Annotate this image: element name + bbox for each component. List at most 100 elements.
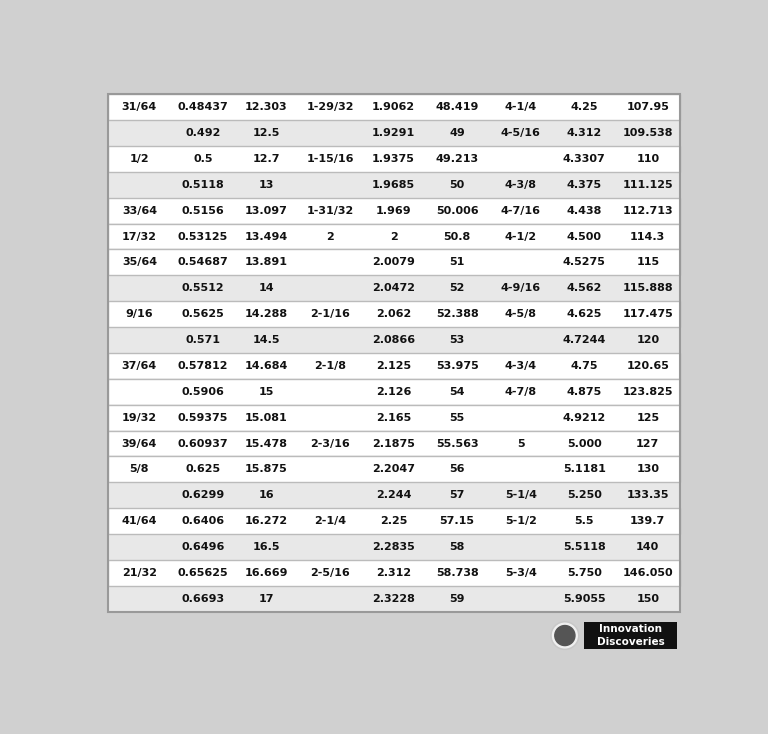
Text: 0.5: 0.5 [194, 154, 213, 164]
Text: 13.097: 13.097 [245, 206, 288, 216]
Circle shape [551, 622, 579, 650]
Bar [108, 379, 680, 404]
Text: 56: 56 [449, 465, 465, 474]
Text: 125: 125 [636, 413, 660, 423]
Text: 2.25: 2.25 [380, 516, 407, 526]
Text: 4.500: 4.500 [567, 231, 602, 241]
Text: 130: 130 [637, 465, 659, 474]
Text: 0.625: 0.625 [185, 465, 220, 474]
Text: 120.65: 120.65 [627, 361, 669, 371]
Bar [108, 275, 680, 301]
Text: 5.250: 5.250 [567, 490, 601, 501]
Text: 49: 49 [449, 128, 465, 138]
Text: 49.213: 49.213 [435, 154, 478, 164]
Text: 0.6406: 0.6406 [181, 516, 224, 526]
Text: 16.669: 16.669 [245, 568, 288, 578]
Text: 4.75: 4.75 [571, 361, 598, 371]
Text: 19/32: 19/32 [122, 413, 157, 423]
Bar [108, 457, 680, 482]
Text: 4.25: 4.25 [571, 102, 598, 112]
Text: 4-1/4: 4-1/4 [505, 102, 537, 112]
Text: 58.738: 58.738 [435, 568, 478, 578]
Text: 4.625: 4.625 [567, 309, 602, 319]
Text: 109.538: 109.538 [623, 128, 673, 138]
Text: 5.9055: 5.9055 [563, 594, 605, 604]
Text: 2.3228: 2.3228 [372, 594, 415, 604]
Text: 14.5: 14.5 [253, 335, 280, 345]
Text: 0.53125: 0.53125 [178, 231, 228, 241]
Text: 5.000: 5.000 [567, 438, 601, 448]
Text: 123.825: 123.825 [623, 387, 673, 397]
Text: 21/32: 21/32 [122, 568, 157, 578]
Text: 120: 120 [636, 335, 660, 345]
Text: 35/64: 35/64 [122, 258, 157, 267]
Text: 59: 59 [449, 594, 465, 604]
Bar [108, 120, 680, 146]
Text: 0.65625: 0.65625 [177, 568, 228, 578]
Bar [108, 586, 680, 611]
Text: 5-1/4: 5-1/4 [505, 490, 537, 501]
Text: 133.35: 133.35 [627, 490, 669, 501]
Text: 14.684: 14.684 [245, 361, 288, 371]
Text: 12.5: 12.5 [253, 128, 280, 138]
Text: 2-3/16: 2-3/16 [310, 438, 350, 448]
Text: 4-3/8: 4-3/8 [505, 180, 537, 190]
Text: 2.312: 2.312 [376, 568, 411, 578]
Text: 110: 110 [636, 154, 660, 164]
Text: 2-1/16: 2-1/16 [310, 309, 350, 319]
Text: 16.272: 16.272 [245, 516, 288, 526]
Text: 52: 52 [449, 283, 465, 294]
Text: 12.7: 12.7 [253, 154, 280, 164]
Text: 0.5118: 0.5118 [181, 180, 224, 190]
Text: 4-1/2: 4-1/2 [505, 231, 537, 241]
Text: 53.975: 53.975 [435, 361, 478, 371]
Text: 14.288: 14.288 [245, 309, 288, 319]
Text: 5/8: 5/8 [130, 465, 149, 474]
Text: 50: 50 [449, 180, 465, 190]
Text: 2: 2 [326, 231, 334, 241]
Text: 2.165: 2.165 [376, 413, 411, 423]
Text: 5-1/2: 5-1/2 [505, 516, 537, 526]
Text: 14: 14 [259, 283, 274, 294]
Text: 0.6496: 0.6496 [181, 542, 224, 552]
Text: 150: 150 [637, 594, 659, 604]
Text: 13: 13 [259, 180, 274, 190]
Text: 4.562: 4.562 [567, 283, 602, 294]
Text: 4-5/8: 4-5/8 [505, 309, 537, 319]
Text: 5.5118: 5.5118 [563, 542, 606, 552]
Text: 140: 140 [636, 542, 660, 552]
Text: 2.2047: 2.2047 [372, 465, 415, 474]
Bar [108, 431, 680, 457]
Text: 0.54687: 0.54687 [177, 258, 228, 267]
Bar [108, 172, 680, 197]
Text: 4-9/16: 4-9/16 [501, 283, 541, 294]
Text: 9/16: 9/16 [126, 309, 153, 319]
Text: 112.713: 112.713 [623, 206, 673, 216]
Text: 2.244: 2.244 [376, 490, 412, 501]
Text: 2-5/16: 2-5/16 [310, 568, 350, 578]
Text: 31/64: 31/64 [122, 102, 157, 112]
Text: 50.8: 50.8 [444, 231, 471, 241]
Text: 58: 58 [449, 542, 465, 552]
Text: 2.125: 2.125 [376, 361, 411, 371]
Text: 107.95: 107.95 [627, 102, 669, 112]
Text: 15.081: 15.081 [245, 413, 288, 423]
Text: 54: 54 [449, 387, 465, 397]
Text: 1-15/16: 1-15/16 [306, 154, 354, 164]
Text: 4.3307: 4.3307 [563, 154, 606, 164]
Text: 5: 5 [517, 438, 525, 448]
Text: 5.750: 5.750 [567, 568, 601, 578]
Text: 0.6693: 0.6693 [181, 594, 224, 604]
Text: Innovation
Discoveries: Innovation Discoveries [597, 624, 664, 647]
Text: 2-1/4: 2-1/4 [314, 516, 346, 526]
Text: 15.478: 15.478 [245, 438, 288, 448]
Text: 37/64: 37/64 [122, 361, 157, 371]
Text: 0.5625: 0.5625 [181, 309, 224, 319]
Text: 4.375: 4.375 [567, 180, 602, 190]
Bar [108, 327, 680, 353]
Text: 1.969: 1.969 [376, 206, 412, 216]
Text: 146.050: 146.050 [623, 568, 673, 578]
Text: 0.57812: 0.57812 [177, 361, 228, 371]
Text: 0.492: 0.492 [185, 128, 220, 138]
Text: 15.875: 15.875 [245, 465, 288, 474]
